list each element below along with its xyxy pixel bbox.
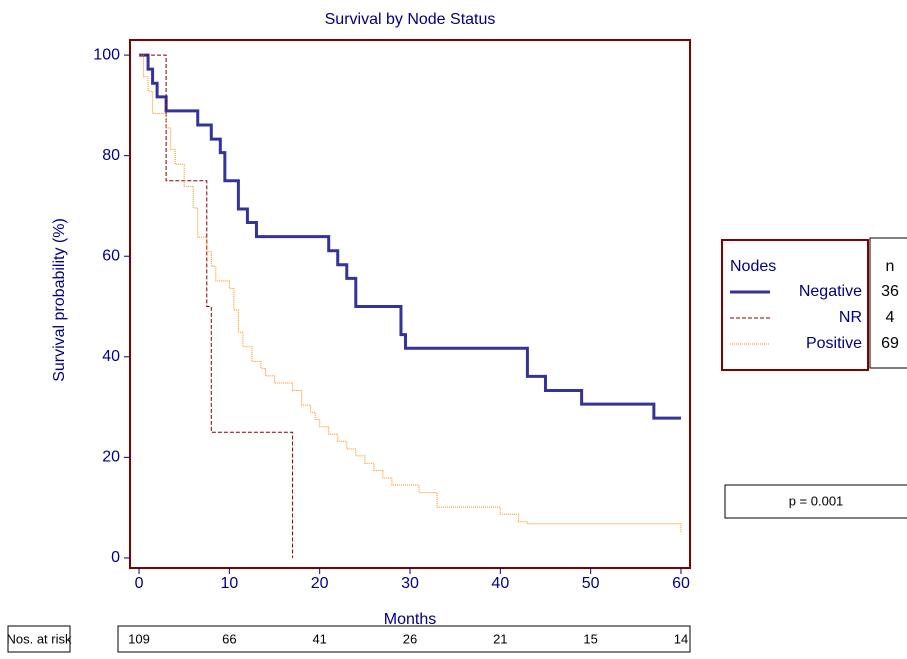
at-risk-value: 41 xyxy=(312,631,326,646)
y-tick-label: 0 xyxy=(111,549,120,566)
legend-label: Positive xyxy=(806,335,862,352)
at-risk-label-box xyxy=(7,625,71,653)
y-tick-label: 60 xyxy=(102,247,120,264)
legend-title: Nodes xyxy=(730,258,776,275)
x-tick-label: 40 xyxy=(491,575,509,592)
at-risk-label: Nos. at risk xyxy=(6,631,72,646)
x-tick-label: 50 xyxy=(582,575,600,592)
x-tick-label: 20 xyxy=(311,575,329,592)
x-axis-label: Months xyxy=(384,611,436,628)
y-tick-label: 40 xyxy=(102,348,120,365)
x-tick-label: 30 xyxy=(401,575,419,592)
at-risk-value: 15 xyxy=(583,631,597,646)
x-tick-label: 10 xyxy=(220,575,238,592)
survival-curve xyxy=(139,54,682,533)
legend-label: Negative xyxy=(799,283,862,300)
legend-n: 69 xyxy=(881,335,899,352)
p-box xyxy=(724,484,907,519)
y-axis-label: Survival probability (%) xyxy=(51,218,68,382)
at-risk-value: 26 xyxy=(403,631,417,646)
at-risk-value: 109 xyxy=(128,631,150,646)
n-header: n xyxy=(886,258,895,275)
legend-n: 36 xyxy=(881,283,899,300)
at-risk-box xyxy=(117,625,691,653)
chart-title: Survival by Node Status xyxy=(325,11,496,28)
y-tick-label: 80 xyxy=(102,147,120,164)
n-box xyxy=(869,237,907,369)
y-tick-label: 20 xyxy=(102,449,120,466)
at-risk-value: 14 xyxy=(674,631,688,646)
legend-label: NR xyxy=(839,309,862,326)
p-value: p = 0.001 xyxy=(789,493,844,508)
survival-curve xyxy=(139,53,681,420)
legend-n: 4 xyxy=(886,309,895,326)
x-tick-label: 60 xyxy=(672,575,690,592)
plot-frame xyxy=(129,39,691,569)
at-risk-value: 66 xyxy=(222,631,236,646)
x-tick-label: 0 xyxy=(135,575,144,592)
at-risk-value: 21 xyxy=(493,631,507,646)
survival-curve xyxy=(139,54,294,558)
legend-box xyxy=(721,239,869,371)
y-tick-label: 100 xyxy=(93,46,120,63)
